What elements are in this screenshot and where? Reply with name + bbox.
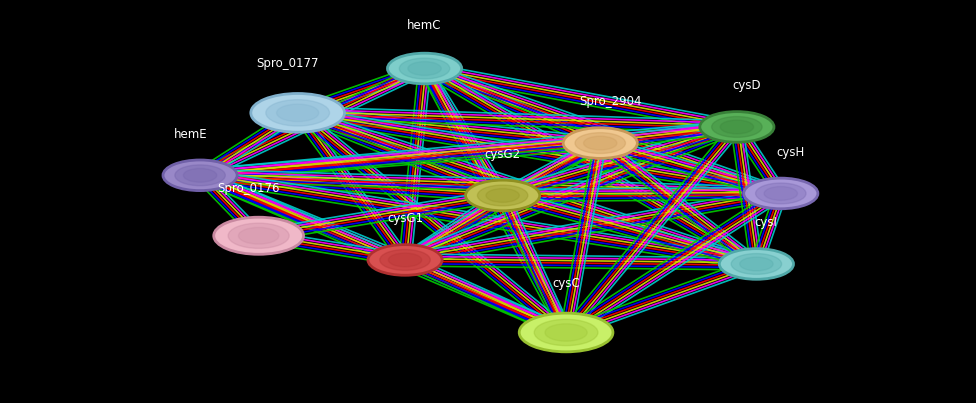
Circle shape — [265, 100, 330, 126]
Text: cysC: cysC — [552, 277, 580, 290]
Circle shape — [755, 183, 806, 204]
Circle shape — [719, 249, 793, 279]
Text: Spro_0176: Spro_0176 — [218, 182, 280, 195]
Circle shape — [238, 227, 279, 244]
Circle shape — [740, 257, 773, 271]
Circle shape — [276, 104, 319, 122]
Circle shape — [388, 253, 422, 267]
Circle shape — [700, 112, 774, 142]
Text: hemC: hemC — [407, 19, 442, 32]
Circle shape — [563, 128, 637, 158]
Circle shape — [584, 136, 617, 150]
Circle shape — [163, 160, 237, 191]
Circle shape — [731, 253, 782, 274]
Circle shape — [228, 223, 289, 248]
Text: cysH: cysH — [777, 146, 804, 159]
Circle shape — [387, 53, 462, 84]
Circle shape — [534, 319, 598, 346]
Circle shape — [466, 180, 540, 211]
Circle shape — [764, 187, 797, 200]
Text: hemE: hemE — [174, 128, 207, 141]
Text: cysI: cysI — [754, 216, 778, 229]
Circle shape — [175, 165, 225, 186]
Circle shape — [380, 249, 430, 270]
Circle shape — [251, 93, 345, 132]
Text: cysG1: cysG1 — [386, 212, 424, 225]
Circle shape — [545, 324, 588, 341]
Text: cysD: cysD — [732, 79, 761, 92]
Circle shape — [368, 245, 442, 275]
Text: cysG2: cysG2 — [484, 148, 521, 161]
Circle shape — [183, 168, 217, 182]
Text: Spro_2904: Spro_2904 — [579, 96, 641, 108]
Circle shape — [214, 217, 304, 254]
Circle shape — [712, 116, 762, 137]
Text: Spro_0177: Spro_0177 — [257, 57, 319, 70]
Circle shape — [744, 178, 818, 209]
Circle shape — [519, 313, 613, 352]
Circle shape — [720, 120, 753, 134]
Circle shape — [477, 185, 528, 206]
Circle shape — [399, 58, 450, 79]
Circle shape — [486, 189, 519, 202]
Circle shape — [575, 133, 626, 154]
Circle shape — [408, 62, 441, 75]
